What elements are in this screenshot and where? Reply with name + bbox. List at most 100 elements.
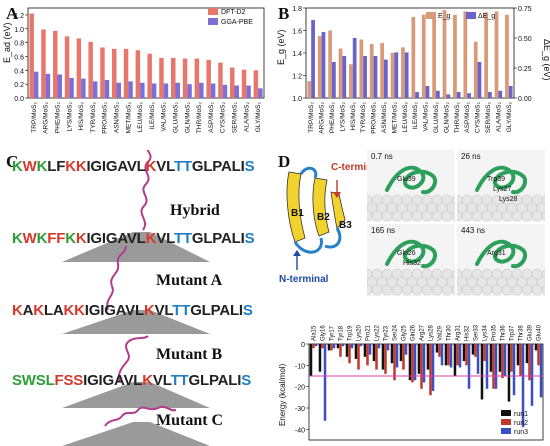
protein-cartoon <box>475 239 528 269</box>
label-c-terminal: C-terminal <box>331 162 381 173</box>
chart-b-bar-eg <box>349 64 353 98</box>
residue-group: K <box>12 158 23 175</box>
chart-a-xtick-label: GLY/MoS₂ <box>255 102 262 133</box>
surface-atom <box>371 210 383 222</box>
residue-group: K <box>33 302 44 319</box>
chart-a-bar <box>218 62 223 98</box>
chart-e-bar <box>476 344 480 374</box>
residue-group: K <box>143 302 155 319</box>
peptide-mutant-c <box>104 405 177 427</box>
chart-e-bar <box>386 344 390 351</box>
chart-e-bar <box>456 344 459 366</box>
chart-a-ylabel: E_ad (eV) <box>2 22 12 63</box>
chart-e-bar <box>368 344 372 355</box>
surface-atom <box>391 284 403 296</box>
chart-a-bar <box>104 80 110 98</box>
strand-b1 <box>286 171 306 243</box>
chart-e-xtick-label: Thr36 <box>501 325 507 341</box>
residue-group: K <box>36 230 48 247</box>
chart-e-bar <box>516 344 520 366</box>
chart-e-bar <box>528 344 531 381</box>
chart-b-ytick-left-label: 1.4 <box>292 51 302 58</box>
chart-b-xtick-label: THR/MoS₂ <box>454 102 461 134</box>
chart-e-bar <box>471 344 475 355</box>
chart-b-ylabel-right: ΔE_g (eV) <box>542 39 550 81</box>
residue-group: IGIGAVL <box>86 158 146 175</box>
surface-atom <box>411 210 423 222</box>
chart-e-xtick-label: Pro35 <box>492 324 498 341</box>
residue-group: F <box>56 158 66 175</box>
residue-label: Lys28 <box>499 196 518 203</box>
chart-e-legend-swatch <box>501 410 511 416</box>
chart-b-bar-deltaeg <box>425 86 430 98</box>
chart-b-xtick-label: TYR/MoS₂ <box>360 102 367 133</box>
panel-d: B1 B2 B3 C-terminal N-terminal 0.7 ns Glu… <box>275 150 550 446</box>
residue-group: VL <box>152 372 171 389</box>
surface-atom <box>531 284 543 296</box>
surface-atom <box>511 210 523 222</box>
chart-b-bar-deltaeg <box>394 52 399 98</box>
surface-atom <box>541 285 545 295</box>
chart-a-xtick-label: PRO/MoS₂ <box>102 102 109 134</box>
residue-group: KK <box>63 302 85 319</box>
chart-b: 1.0 1.2 1.4 1.6 1.8 0.00 0.25 0.50 0.75 E_g (eV) Δ… <box>276 6 550 134</box>
residue-label: Trp39 <box>487 176 506 183</box>
chart-e-bar <box>363 344 367 357</box>
chart-e-bar <box>534 344 538 351</box>
chart-b-bar-deltaeg <box>404 52 409 98</box>
surface-atom <box>471 210 483 222</box>
chart-e-bar <box>530 344 534 406</box>
chart-b-bar-deltaeg <box>352 38 357 98</box>
surface-atom <box>461 284 473 296</box>
surface-atom <box>511 284 523 296</box>
chart-e-bar <box>411 344 414 383</box>
label-n-terminal: N-terminal <box>279 274 329 285</box>
chart-b-legend-swatch <box>466 12 476 19</box>
residue-group: K <box>65 158 76 175</box>
sequence-mutant-a: KWKFFKKIGIGAVLKVLTTGLPALIS <box>12 230 255 247</box>
residue-group: IGIGAVL <box>84 302 144 319</box>
chart-e-frame <box>308 343 544 441</box>
chart-e-bar <box>503 344 507 376</box>
chart-b-bar-eg <box>453 14 457 98</box>
chart-a-bar <box>234 85 239 98</box>
surface-atom <box>451 285 455 295</box>
surface-atom <box>501 284 513 296</box>
chart-a-xtick-label: PHE/MoS₂ <box>55 102 62 134</box>
chart-e-bar <box>435 344 439 353</box>
chart-e-bar <box>314 344 318 347</box>
variant-label: Mutant B <box>156 346 223 363</box>
chart-b-bar-eg <box>390 53 395 98</box>
chart-a-bar <box>210 83 216 98</box>
chart-e-bar <box>384 344 387 374</box>
chart-e-xtick-label: Pro21 <box>366 324 372 341</box>
chart-e-bar <box>341 344 345 347</box>
peptide-mutant-a <box>106 245 127 311</box>
chart-e-bar <box>440 344 444 366</box>
chart-e-bar <box>395 344 399 368</box>
chart-a-xtick-label: ARG/MoS₂ <box>43 102 50 134</box>
chart-a-bar <box>175 82 180 98</box>
md-snapshot: 26 ns Trp39 Lys27 Lys28 <box>457 150 545 222</box>
protein-cartoon <box>385 165 438 195</box>
residue-group: K <box>145 230 157 247</box>
chart-e-ytick-label: -40 <box>295 427 305 434</box>
chart-e-xtick-label: Ser33 <box>474 324 480 341</box>
residue-label: Lys27 <box>493 186 512 193</box>
chart-e-xtick-label: Lys22 <box>375 325 381 341</box>
surface-atom <box>521 284 533 296</box>
chart-e-bar <box>492 344 495 389</box>
chart-e-bar <box>480 344 484 400</box>
surface-atom <box>411 284 423 296</box>
chart-b-ytick-right-label: 0.50 <box>518 36 532 43</box>
surface-atom <box>381 210 393 222</box>
chart-e-bar <box>393 344 396 381</box>
variant-label: Mutant A <box>156 272 223 289</box>
chart-e-bar <box>449 344 453 368</box>
chart-e-bar <box>413 344 417 381</box>
chart-e-bar <box>375 344 378 370</box>
chart-b-bar-deltaeg <box>436 90 440 98</box>
chart-b-xtick-label: GLN/MoS₂ <box>443 102 450 134</box>
md-snapshot: 0.7 ns Glu39 <box>367 150 455 222</box>
residue-group: S <box>244 230 255 247</box>
